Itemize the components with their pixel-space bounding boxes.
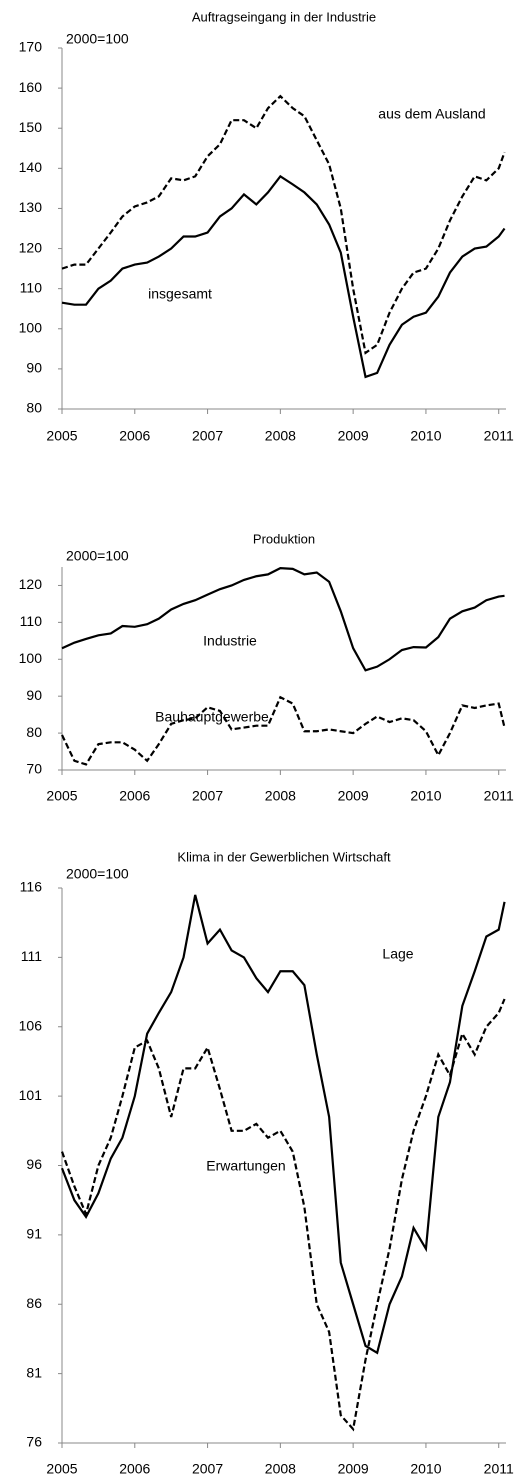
series-label: Erwartungen bbox=[206, 1158, 285, 1174]
x-tick-label: 2008 bbox=[265, 428, 296, 444]
y-tick-label: 160 bbox=[19, 79, 43, 95]
series-line bbox=[61, 566, 505, 672]
chart-title: Auftragseingang in der Industrie bbox=[192, 9, 376, 24]
series-line bbox=[61, 94, 506, 355]
x-tick-label: 2011 bbox=[484, 428, 514, 444]
unit-note: 2000=100 bbox=[66, 866, 129, 882]
y-tick-label: 96 bbox=[26, 1156, 42, 1172]
x-tick-label: 2005 bbox=[46, 1461, 77, 1477]
y-tick-label: 100 bbox=[19, 319, 43, 335]
y-tick-label: 120 bbox=[19, 239, 43, 255]
x-tick-label: 2005 bbox=[46, 788, 77, 804]
series-label: Industrie bbox=[203, 633, 257, 649]
y-tick-label: 111 bbox=[21, 948, 42, 964]
series-label: Lage bbox=[382, 946, 413, 962]
x-tick-label: 2008 bbox=[265, 1461, 296, 1477]
x-tick-label: 2005 bbox=[46, 428, 77, 444]
y-tick-label: 81 bbox=[26, 1364, 42, 1380]
x-tick-label: 2006 bbox=[119, 428, 150, 444]
y-tick-label: 150 bbox=[19, 119, 43, 135]
series-line bbox=[60, 894, 506, 1355]
x-tick-label: 2011 bbox=[484, 788, 514, 804]
x-tick-label: 2006 bbox=[119, 1461, 150, 1477]
x-tick-label: 2011 bbox=[484, 1461, 514, 1477]
y-tick-label: 170 bbox=[19, 39, 43, 55]
series-line bbox=[61, 695, 506, 766]
series-label: aus dem Ausland bbox=[378, 106, 485, 122]
y-tick-label: 70 bbox=[26, 761, 42, 777]
x-tick-label: 2010 bbox=[410, 1461, 441, 1477]
series-line bbox=[60, 998, 506, 1432]
unit-note: 2000=100 bbox=[66, 548, 129, 564]
x-tick-label: 2007 bbox=[192, 428, 223, 444]
y-tick-label: 110 bbox=[20, 613, 43, 629]
chart-title: Klima in der Gewerblichen Wirtschaft bbox=[177, 849, 391, 864]
x-tick-label: 2009 bbox=[338, 428, 369, 444]
x-tick-label: 2006 bbox=[119, 788, 150, 804]
y-tick-label: 106 bbox=[19, 1017, 43, 1033]
x-tick-label: 2010 bbox=[410, 428, 441, 444]
series-line bbox=[61, 174, 506, 379]
x-tick-label: 2007 bbox=[192, 1461, 223, 1477]
y-tick-label: 110 bbox=[20, 279, 43, 295]
y-tick-label: 120 bbox=[19, 576, 43, 592]
x-tick-label: 2009 bbox=[338, 1461, 369, 1477]
unit-note: 2000=100 bbox=[66, 31, 129, 47]
y-tick-label: 100 bbox=[19, 650, 43, 666]
y-tick-label: 130 bbox=[19, 199, 43, 215]
y-tick-label: 140 bbox=[19, 159, 43, 175]
x-tick-label: 2008 bbox=[265, 788, 296, 804]
y-tick-label: 90 bbox=[26, 360, 42, 376]
y-tick-label: 76 bbox=[26, 1434, 42, 1450]
x-tick-label: 2010 bbox=[410, 788, 441, 804]
y-tick-label: 80 bbox=[26, 400, 42, 416]
y-tick-label: 90 bbox=[26, 687, 42, 703]
chart-title: Produktion bbox=[253, 531, 315, 546]
y-tick-label: 80 bbox=[26, 724, 42, 740]
y-tick-label: 116 bbox=[20, 879, 43, 895]
x-tick-label: 2009 bbox=[338, 788, 369, 804]
y-tick-label: 101 bbox=[19, 1087, 43, 1103]
x-tick-label: 2007 bbox=[192, 788, 223, 804]
y-tick-label: 86 bbox=[26, 1295, 42, 1311]
series-label: insgesamt bbox=[148, 286, 212, 302]
y-tick-label: 91 bbox=[26, 1226, 42, 1242]
series-label: Bauhauptgewerbe bbox=[155, 709, 269, 725]
